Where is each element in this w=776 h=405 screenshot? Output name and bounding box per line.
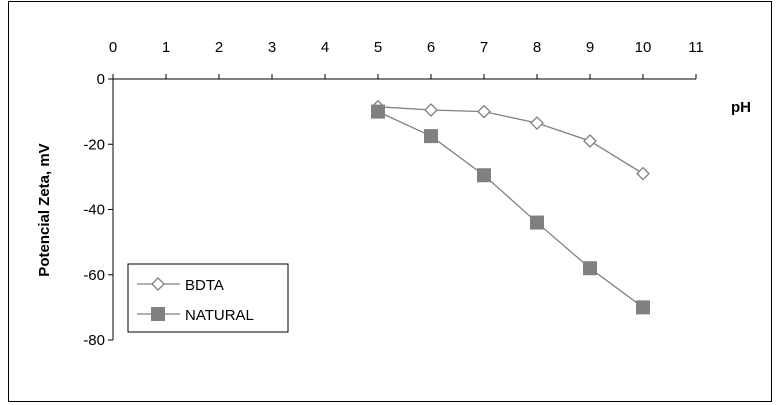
- data-point: [477, 168, 491, 183]
- y-tick-label: -60: [83, 267, 105, 284]
- data-point: [530, 215, 544, 230]
- legend-item-bdta: BDTA: [137, 277, 224, 294]
- x-tick-label: 8: [533, 39, 541, 56]
- legend-label: BDTA: [185, 277, 224, 294]
- data-point: [424, 103, 438, 117]
- x-tick-label: 1: [162, 39, 170, 56]
- y-axis-title: Potencial Zeta, mV: [36, 143, 53, 276]
- series-line: [377, 111, 644, 308]
- x-tick-label: 7: [480, 39, 488, 56]
- data-point: [530, 116, 544, 130]
- x-tick-label: 10: [635, 39, 652, 56]
- y-tick-label: -40: [83, 202, 105, 219]
- x-tick-label: 3: [268, 39, 276, 56]
- legend: BDTA NATURAL: [127, 263, 289, 333]
- chart-frame: [8, 1, 772, 402]
- series-natural: [371, 104, 650, 315]
- data-point: [424, 129, 438, 144]
- x-tick-label: 2: [215, 39, 223, 56]
- data-point: [636, 166, 650, 181]
- legend-item-natural: NATURAL: [137, 307, 254, 324]
- legend-marker: [151, 277, 165, 291]
- data-point: [636, 300, 650, 315]
- x-axis-title: pH: [731, 99, 751, 116]
- x-tick-label: 6: [427, 39, 435, 56]
- series-line: [377, 106, 644, 175]
- series-bdta: [371, 99, 650, 181]
- legend-label: NATURAL: [185, 307, 254, 324]
- data-point: [583, 134, 597, 148]
- series-layer: [371, 99, 650, 315]
- x-tick-label: 5: [374, 39, 382, 56]
- x-tick-label: 11: [688, 39, 704, 56]
- data-point: [477, 104, 491, 119]
- y-tick-label: -20: [83, 136, 105, 153]
- legend-marker: [151, 307, 165, 321]
- y-tick-label: -80: [83, 332, 105, 349]
- y-tick-label: 0: [97, 71, 105, 88]
- data-point: [583, 261, 597, 276]
- x-tick-label: 9: [586, 39, 594, 56]
- data-point: [371, 104, 385, 119]
- x-tick-label: 4: [321, 39, 329, 56]
- axes: 0 -20 -40 -60 -80 0 1 2 3 4 5 6 7 8 9 10 11: [83, 39, 703, 349]
- x-tick-label: 0: [109, 39, 117, 56]
